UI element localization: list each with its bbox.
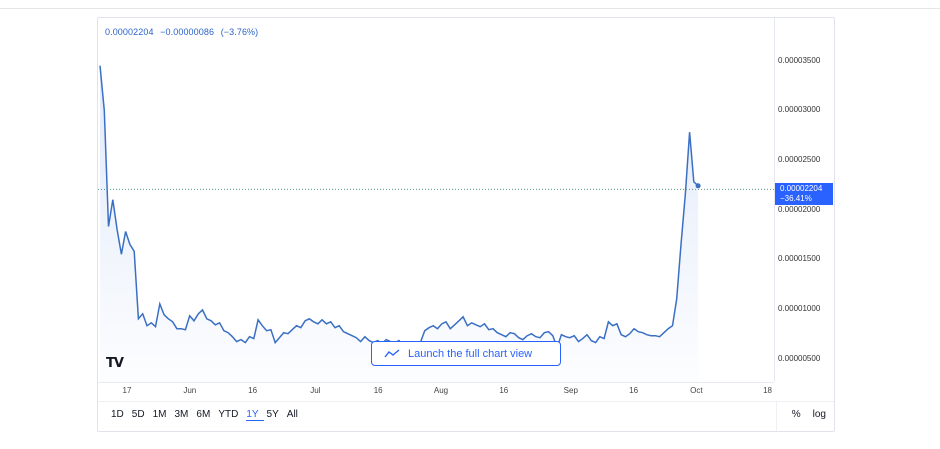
chart-widget[interactable]: 0.00002204 −0.00000086 (−3.76%) 0.000035… (97, 17, 835, 432)
last-price-tag: 0.00002204 −36.41% (775, 183, 833, 205)
launch-full-chart-button[interactable]: Launch the full chart view (371, 341, 561, 366)
price-tick-label: 0.00003500 (778, 55, 821, 65)
price-tick-label: 0.00003000 (778, 105, 821, 115)
price-axis-divider (774, 18, 775, 382)
time-tick-label: Jul (310, 386, 321, 395)
time-tick-label: Oct (690, 386, 703, 395)
price-chart[interactable] (98, 18, 834, 402)
price-series-line (99, 65, 699, 350)
range-button-6m[interactable]: 6M (196, 409, 211, 420)
toolbar-divider (98, 401, 834, 402)
price-tick-label: 0.00000500 (778, 353, 821, 363)
range-button-all[interactable]: All (286, 409, 298, 420)
price-area-fill (100, 65, 699, 382)
percent-scale-toggle[interactable]: % (791, 409, 801, 420)
time-tick-label: 16 (629, 386, 639, 395)
last-price-point (695, 183, 701, 189)
range-button-5y[interactable]: 5Y (266, 409, 279, 420)
time-tick-label: 16 (248, 386, 258, 395)
price-tick-label: 0.00002000 (778, 204, 821, 214)
time-tick-label: 17 (122, 386, 132, 395)
time-tick-label: 16 (373, 386, 383, 395)
trend-line-icon (384, 348, 400, 357)
time-tick-label: Sep (563, 386, 578, 395)
range-button-5d[interactable]: 5D (131, 409, 145, 420)
price-tick-label: 0.00001500 (778, 254, 821, 264)
range-button-1m[interactable]: 1M (152, 409, 167, 420)
time-tick-label: 16 (499, 386, 509, 395)
price-header: 0.00002204 −0.00000086 (−3.76%) (105, 27, 262, 37)
last-price-value: 0.00002204 (780, 184, 823, 193)
range-selector[interactable]: 1D 5D 1M 3M 6M YTD 1Y 5Y All (111, 409, 306, 421)
range-button-ytd[interactable]: YTD (218, 409, 239, 420)
scale-controls[interactable]: % log (792, 409, 826, 420)
price-change-percent: (−3.76%) (220, 27, 259, 37)
time-tick-label: Aug (433, 386, 449, 395)
range-button-1d[interactable]: 1D (111, 409, 124, 420)
tradingview-logo[interactable]: TV (106, 356, 124, 371)
time-tick-label: 18 (763, 386, 772, 395)
current-price: 0.00002204 (105, 27, 154, 37)
last-price-percent: −36.41% (780, 194, 812, 203)
time-tick-label: Jun (183, 386, 197, 395)
price-change: −0.00000086 (160, 27, 215, 37)
log-scale-toggle[interactable]: log (812, 409, 826, 420)
launch-full-chart-label: Launch the full chart view (408, 347, 533, 360)
time-axis-divider (98, 382, 774, 383)
range-button-1y[interactable]: 1Y (246, 409, 264, 421)
controls-divider (776, 402, 777, 431)
price-tick-label: 0.00002500 (778, 155, 821, 164)
page-divider (0, 8, 940, 9)
range-button-3m[interactable]: 3M (174, 409, 189, 420)
price-tick-label: 0.00001000 (778, 303, 821, 313)
